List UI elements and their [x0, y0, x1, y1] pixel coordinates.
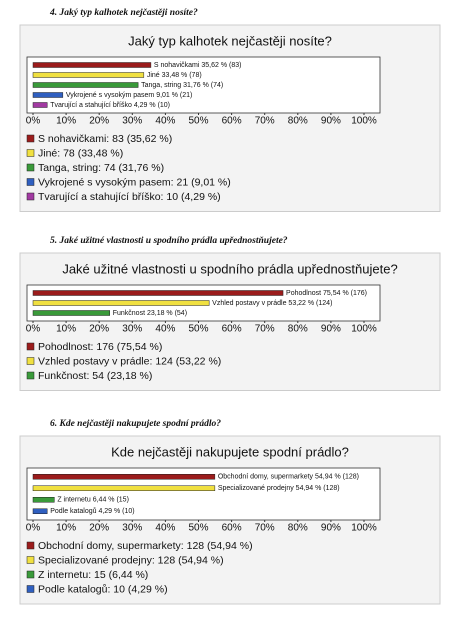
legend-entry: Z internetu: 15 (6,44 %) [38, 569, 148, 581]
legend-entry: Vzhled postavy v prádle: 124 (53,22 %) [38, 355, 221, 367]
bar-label: Vzhled postavy v prádle 53,22 % (124) [212, 300, 332, 307]
x-tick-label: 80% [288, 523, 308, 534]
bar-label: Vykrojené s vysokým pasem 9,01 % (21) [66, 92, 193, 99]
x-tick-label: 100% [351, 116, 377, 127]
bar-label: Tvarující a stahující bříško 4,29 % (10) [50, 102, 170, 109]
x-tick-label: 60% [222, 523, 242, 534]
chart-title: Jaké užitné vlastnosti u spodního prádla… [62, 261, 397, 276]
bar [32, 310, 110, 316]
bar-label: Specializované prodejny 54,94 % (128) [218, 485, 340, 492]
legend-swatch [26, 371, 35, 380]
bar [32, 300, 210, 306]
bar [32, 102, 48, 108]
x-tick-label: 90% [321, 116, 341, 127]
bar [32, 72, 145, 78]
x-tick-label: 100% [351, 523, 377, 534]
legend-swatch [26, 178, 35, 186]
question-heading: 5. Jaké užitné vlastnosti u spodního prá… [50, 236, 288, 246]
x-tick-label: 50% [188, 523, 208, 534]
legend-entry: Tvarující a stahující bříško: 10 (4,29 %… [38, 191, 221, 203]
legend-entry: Obchodní domy, supermarkety: 128 (54,94 … [38, 540, 253, 552]
bar [32, 497, 55, 503]
bar [32, 474, 216, 480]
bar [32, 82, 139, 88]
legend-entry: Podle katalogů: 10 (4,29 %) [38, 583, 168, 595]
legend-entry: S nohavičkami: 83 (35,62 %) [38, 133, 172, 145]
x-tick-label: 80% [288, 116, 308, 127]
x-tick-label: 30% [122, 116, 142, 127]
x-tick-label: 60% [222, 116, 242, 127]
x-tick-label: 0% [26, 523, 41, 534]
x-tick-label: 70% [255, 523, 275, 534]
bar [32, 92, 64, 98]
chart-title: Kde nejčastěji nakupujete spodní prádlo? [111, 444, 349, 459]
legend-swatch [26, 149, 35, 157]
legend-swatch [26, 134, 35, 143]
legend-swatch [26, 357, 35, 365]
legend-entry: Pohodlnost: 176 (75,54 %) [38, 341, 162, 353]
x-tick-label: 0% [26, 116, 41, 127]
bar [32, 508, 48, 514]
x-tick-label: 40% [155, 523, 175, 534]
x-tick-label: 80% [288, 324, 308, 335]
question-heading: 6. Kde nejčastěji nakupujete spodní prád… [50, 419, 221, 429]
legend-swatch [26, 541, 35, 550]
chart-box [19, 252, 441, 391]
x-tick-label: 20% [89, 523, 109, 534]
legend-entry: Vykrojené s vysokým pasem: 21 (9,01 %) [38, 176, 231, 188]
x-tick-label: 10% [56, 324, 76, 335]
x-tick-label: 40% [155, 324, 175, 335]
x-tick-label: 50% [188, 324, 208, 335]
bar-label: Tanga, string 31,76 % (74) [141, 82, 223, 89]
legend-swatch [26, 342, 35, 351]
bar-label: Z internetu 6,44 % (15) [57, 497, 129, 504]
chart-title: Jaký typ kalhotek nejčastěji nosíte? [128, 33, 332, 48]
bar-label: Podle katalogů 4,29 % (10) [50, 507, 134, 515]
x-tick-label: 70% [255, 116, 275, 127]
x-tick-label: 90% [321, 324, 341, 335]
x-tick-label: 10% [56, 523, 76, 534]
bar-label: S nohavičkami 35,62 % (83) [154, 62, 242, 69]
bar [32, 290, 284, 296]
bar-label: Obchodní domy, supermarkety 54,94 % (128… [218, 474, 359, 481]
x-tick-label: 100% [351, 324, 377, 335]
x-tick-label: 0% [26, 324, 41, 335]
legend-entry: Jiné: 78 (33,48 %) [38, 147, 123, 159]
legend-swatch [26, 585, 35, 593]
legend-swatch [26, 163, 35, 172]
legend-swatch [26, 556, 35, 564]
question-heading: 4. Jaký typ kalhotek nejčastěji nosíte? [49, 8, 198, 18]
x-tick-label: 20% [89, 324, 109, 335]
legend-entry: Specializované prodejny: 128 (54,94 %) [38, 554, 224, 566]
x-tick-label: 70% [255, 324, 275, 335]
x-tick-label: 60% [222, 324, 242, 335]
chart-box [19, 24, 441, 212]
x-tick-label: 30% [122, 523, 142, 534]
bar [32, 485, 216, 491]
legend-swatch [26, 570, 35, 579]
bar-label: Pohodlnost 75,54 % (176) [286, 290, 367, 297]
x-tick-label: 90% [321, 523, 341, 534]
x-tick-label: 20% [89, 116, 109, 127]
legend-entry: Tanga, string: 74 (31,76 %) [38, 162, 164, 174]
x-tick-label: 50% [188, 116, 208, 127]
bar [32, 62, 152, 68]
legend-entry: Funkčnost: 54 (23,18 %) [38, 370, 152, 382]
bar-label: Jiné 33,48 % (78) [147, 72, 202, 79]
legend-swatch [26, 192, 35, 201]
bar-label: Funkčnost 23,18 % (54) [113, 310, 187, 317]
x-tick-label: 10% [56, 116, 76, 127]
x-tick-label: 40% [155, 116, 175, 127]
x-tick-label: 30% [122, 324, 142, 335]
